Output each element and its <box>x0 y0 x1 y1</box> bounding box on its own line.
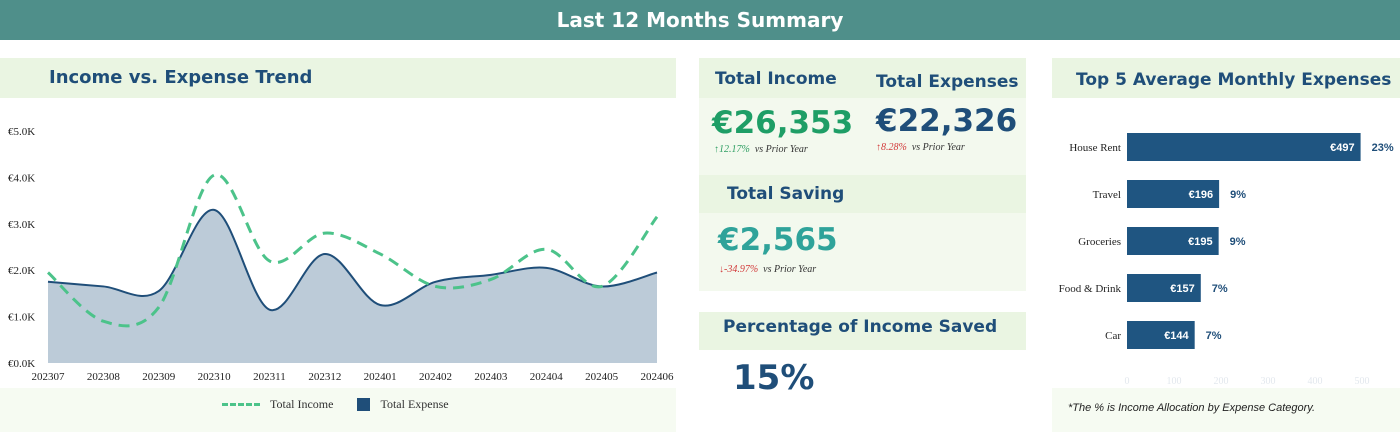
expense-bar <box>1127 180 1220 208</box>
dashboard-title: Last 12 Months Summary <box>556 8 844 32</box>
saving-header <box>699 175 1026 213</box>
y-tick-label: €4.0K <box>8 172 35 184</box>
saving-change-arrow: ↓ <box>719 264 724 275</box>
saving-change-pct: -34.97% <box>724 264 759 275</box>
x-tick-label: 202308 <box>87 371 121 383</box>
legend-expense-swatch <box>357 397 371 411</box>
bar-percent-label: 7% <box>1212 283 1228 295</box>
bar-value-label: €144 <box>1164 330 1189 342</box>
income-change-pct: 12.17% <box>719 144 750 155</box>
expenses-change-suffix: vs Prior Year <box>911 142 965 153</box>
x-tick-label: 200 <box>1214 376 1229 387</box>
x-tick-label: 202309 <box>142 371 176 383</box>
pct-saved-value: 15% <box>733 358 815 398</box>
y-tick-label: €0.0K <box>8 358 35 370</box>
pct-saved-label: Percentage of Income Saved <box>723 317 998 337</box>
x-tick-label: 202404 <box>530 371 564 383</box>
total-saving-change: ↓-34.97% vs Prior Year <box>719 264 816 275</box>
income-line <box>46 173 659 328</box>
total-income-label: Total Income <box>715 69 837 89</box>
x-tick-label: 202403 <box>474 371 508 383</box>
saving-change-suffix: vs Prior Year <box>763 264 817 275</box>
bar-percent-label: 7% <box>1206 330 1222 342</box>
x-tick-label: 202406 <box>641 371 675 383</box>
total-income-change: ↑12.17% vs Prior Year <box>714 144 808 155</box>
bar-percent-label: 9% <box>1230 189 1246 201</box>
y-tick-label: €2.0K <box>8 265 35 277</box>
expense-bar <box>1127 227 1219 255</box>
bar-value-label: €497 <box>1330 142 1354 154</box>
legend-income-label: Total Income <box>270 396 334 411</box>
expense-line <box>47 208 658 312</box>
legend-expense-label: Total Expense <box>380 396 449 411</box>
total-expenses-label: Total Expenses <box>876 72 1019 92</box>
income-change-arrow: ↑ <box>714 144 719 155</box>
legend-income-swatch <box>222 402 260 406</box>
top5-bar-chart: 0 100 200 300 400 500 House Rent €497 23% Travel €… <box>1059 133 1394 387</box>
expenses-change-arrow: ↑ <box>876 142 881 153</box>
x-tick-label: 400 <box>1308 376 1323 387</box>
bar-category-label: Car <box>1105 330 1121 342</box>
y-tick-label: €1.0K <box>8 312 35 324</box>
expense-area <box>48 209 657 363</box>
expense-bar <box>1127 321 1195 349</box>
bar-category-label: Food & Drink <box>1059 283 1122 295</box>
x-tick-label: 300 <box>1261 376 1276 387</box>
total-expenses-value: €22,326 <box>876 103 1018 139</box>
total-saving-value: €2,565 <box>718 222 838 258</box>
kpi-header-row <box>699 58 1026 98</box>
pct-saved-header <box>699 312 1026 350</box>
expense-bar <box>1127 274 1201 302</box>
x-tick-label: 202401 <box>364 371 397 383</box>
x-tick-label: 500 <box>1355 376 1370 387</box>
bar-value-label: €157 <box>1170 283 1194 295</box>
bar-category-label: Travel <box>1093 189 1121 201</box>
trend-legend: Total Income Total Expense <box>222 394 449 414</box>
total-income-value: €26,353 <box>712 105 854 141</box>
y-tick-label: €3.0K <box>8 219 35 231</box>
x-tick-label: 100 <box>1167 376 1182 387</box>
top5-title: Top 5 Average Monthly Expenses <box>1076 70 1392 90</box>
top5-header <box>1052 58 1400 98</box>
x-tick-label: 202312 <box>308 371 341 383</box>
expense-bar <box>1127 133 1361 161</box>
x-tick-label: 202307 <box>32 371 66 383</box>
top5-footnote: *The % is Income Allocation by Expense C… <box>1068 402 1316 414</box>
total-expenses-change: ↑8.28% vs Prior Year <box>876 142 965 153</box>
expenses-change-pct: 8.28% <box>881 142 907 153</box>
x-tick-label: 0 <box>1125 376 1130 387</box>
bar-value-label: €195 <box>1188 236 1212 248</box>
total-saving-label: Total Saving <box>727 184 845 204</box>
dashboard-header: Last 12 Months Summary <box>0 0 1400 40</box>
x-tick-label: 202402 <box>419 371 452 383</box>
income-change-suffix: vs Prior Year <box>754 144 808 155</box>
trend-chart: €0.0K €1.0K €2.0K €3.0K €4.0K €5.0K 202307 2023… <box>8 126 675 383</box>
x-tick-label: 202405 <box>585 371 619 383</box>
bar-category-label: House Rent <box>1069 142 1121 154</box>
y-tick-label: €5.0K <box>8 126 35 138</box>
x-tick-label: 202311 <box>253 371 286 383</box>
trend-panel-header <box>0 58 676 98</box>
x-tick-label: 202310 <box>198 371 232 383</box>
bar-value-label: €196 <box>1189 189 1213 201</box>
bar-percent-label: 9% <box>1230 236 1246 248</box>
trend-chart-title: Income vs. Expense Trend <box>49 67 313 88</box>
bar-percent-label: 23% <box>1372 142 1394 154</box>
bar-category-label: Groceries <box>1078 236 1121 248</box>
